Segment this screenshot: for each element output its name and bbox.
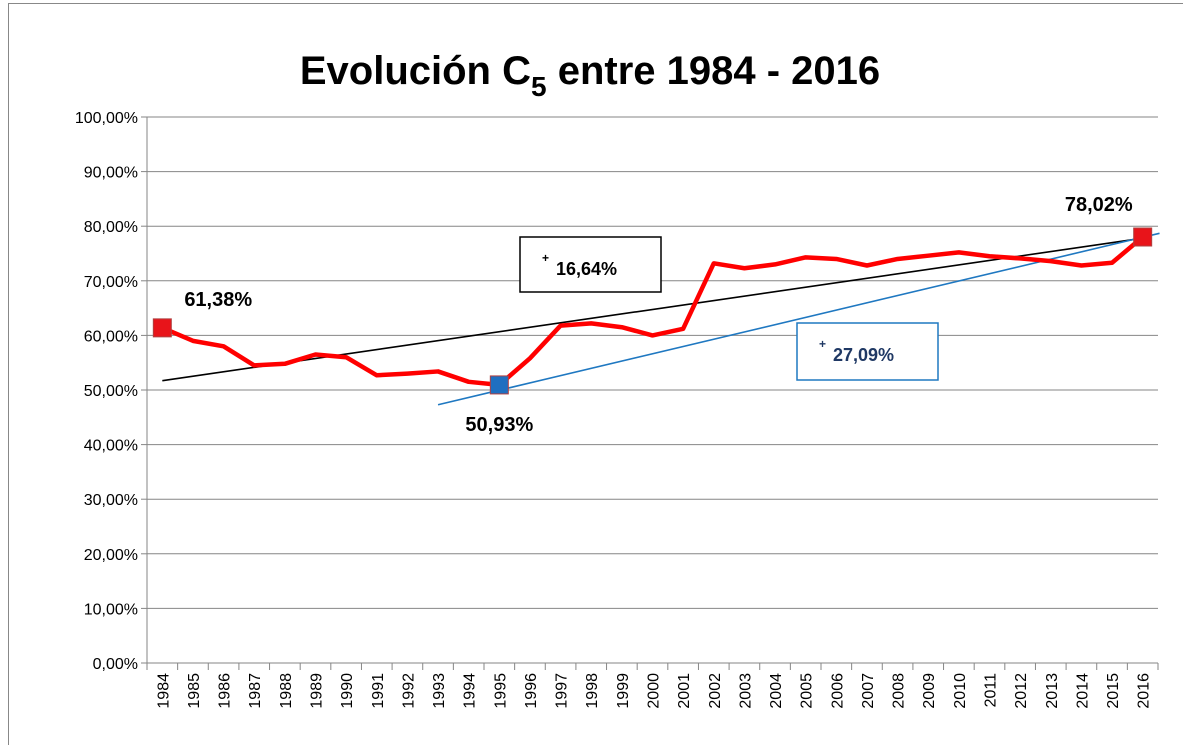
marker bbox=[489, 375, 509, 395]
x-tick-label: 1995 bbox=[492, 673, 509, 709]
annotation-sign: + bbox=[819, 337, 826, 351]
y-tick-label: 0,00% bbox=[93, 656, 138, 673]
y-tick-label: 30,00% bbox=[84, 492, 138, 509]
x-tick-label: 2002 bbox=[707, 673, 724, 709]
x-tick-label: 1999 bbox=[615, 673, 632, 709]
x-tick-label: 1993 bbox=[431, 673, 448, 709]
data-label: 61,38% bbox=[184, 289, 252, 311]
annotation-sign: + bbox=[542, 251, 549, 265]
x-tick-label: 2003 bbox=[737, 673, 754, 709]
x-tick-label: 1988 bbox=[278, 673, 295, 709]
marker bbox=[152, 318, 172, 338]
x-tick-label: 1997 bbox=[554, 673, 571, 709]
x-tick-label: 2013 bbox=[1044, 673, 1061, 709]
y-tick-label: 60,00% bbox=[84, 328, 138, 345]
x-tick-label: 1996 bbox=[523, 673, 540, 709]
y-tick-label: 40,00% bbox=[84, 438, 138, 455]
x-tick-label: 1992 bbox=[400, 673, 417, 709]
x-tick-label: 2009 bbox=[921, 673, 938, 709]
x-tick-label: 1994 bbox=[462, 673, 479, 709]
x-tick-label: 1991 bbox=[370, 673, 387, 709]
data-label: 50,93% bbox=[465, 414, 533, 436]
x-tick-label: 1986 bbox=[217, 673, 234, 709]
x-tick-label: 2007 bbox=[860, 673, 877, 709]
y-tick-label: 100,00% bbox=[75, 110, 138, 127]
x-tick-label: 1998 bbox=[584, 673, 601, 709]
x-tick-label: 2008 bbox=[891, 673, 908, 709]
annotation-text: 27,09% bbox=[833, 345, 894, 365]
title-main: Evolución C bbox=[300, 49, 531, 93]
annotation-box bbox=[796, 322, 939, 381]
title-sub: 5 bbox=[531, 71, 547, 102]
y-tick-label: 80,00% bbox=[84, 219, 138, 236]
data-line bbox=[161, 235, 1145, 388]
x-tick-label: 2000 bbox=[646, 673, 663, 709]
title-rest: entre 1984 - 2016 bbox=[547, 49, 881, 93]
x-tick-label: 2005 bbox=[799, 673, 816, 709]
annotation-box bbox=[519, 236, 662, 293]
x-tick-label: 2015 bbox=[1105, 673, 1122, 709]
x-tick-label: 1985 bbox=[186, 673, 203, 709]
x-tick-label: 1989 bbox=[309, 673, 326, 709]
x-tick-label: 1987 bbox=[247, 673, 264, 709]
x-tick-label: 2001 bbox=[676, 673, 693, 709]
chart-frame bbox=[8, 3, 1183, 745]
x-tick-label: 1984 bbox=[155, 673, 172, 709]
y-tick-label: 20,00% bbox=[84, 547, 138, 564]
x-tick-label: 2016 bbox=[1136, 673, 1153, 709]
marker bbox=[1133, 227, 1153, 247]
y-tick-label: 50,00% bbox=[84, 383, 138, 400]
chart-title: Evolución C5 entre 1984 - 2016 bbox=[300, 49, 880, 102]
x-tick-label: 2010 bbox=[952, 673, 969, 709]
y-tick-label: 90,00% bbox=[84, 165, 138, 182]
y-tick-label: 70,00% bbox=[84, 274, 138, 291]
x-tick-label: 2012 bbox=[1013, 673, 1030, 709]
x-tick-label: 2004 bbox=[768, 673, 785, 709]
x-tick-label: 2011 bbox=[983, 673, 1000, 708]
x-tick-label: 1990 bbox=[339, 673, 356, 709]
x-tick-label: 2014 bbox=[1074, 673, 1091, 709]
data-label: 78,02% bbox=[1065, 194, 1133, 216]
y-tick-label: 10,00% bbox=[84, 601, 138, 618]
annotation-text: 16,64% bbox=[556, 259, 617, 279]
x-tick-label: 2006 bbox=[829, 673, 846, 709]
